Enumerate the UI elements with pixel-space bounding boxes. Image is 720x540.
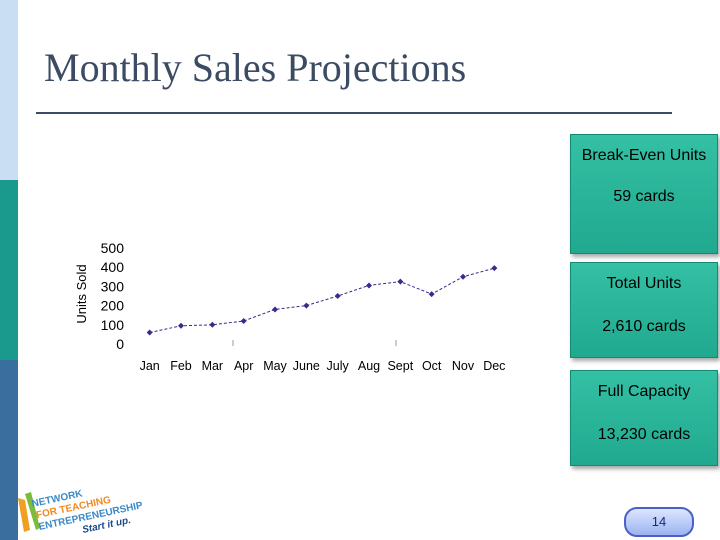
x-tick-label: May — [263, 359, 287, 373]
logo-swoosh-icon — [18, 498, 30, 532]
y-tick-labels: 0 100 200 300 400 500 — [101, 240, 125, 352]
y-tick-label: 200 — [101, 298, 125, 314]
data-point-marker — [146, 329, 153, 336]
full-capacity-label: Full Capacity — [597, 383, 691, 400]
full-capacity-value: 13,230 cards — [597, 426, 691, 443]
data-point-marker — [240, 317, 247, 324]
data-point-marker — [178, 322, 184, 329]
x-tick-label: Nov — [452, 359, 475, 373]
data-point-marker — [334, 293, 341, 299]
y-tick-label: 100 — [101, 317, 125, 333]
x-tick-label: Aug — [358, 359, 380, 373]
series-line — [149, 267, 495, 333]
side-bar-bottom — [0, 360, 18, 540]
x-tick-label: Jan — [140, 359, 160, 373]
x-tick-label: Apr — [234, 359, 253, 373]
x-tick-label: July — [327, 359, 350, 373]
series-markers — [146, 265, 498, 336]
side-bar-middle — [0, 180, 18, 360]
x-tick-label: Dec — [483, 359, 505, 373]
data-point-marker — [428, 291, 435, 298]
x-tick-labels: Jan Feb Mar Apr May June July Aug Sept Oct Nov Dec — [140, 359, 506, 373]
data-point-marker — [491, 265, 498, 272]
break-even-label: Break-Even Units — [581, 147, 707, 164]
data-point-marker — [460, 273, 466, 280]
sales-line-chart: Units Sold 0 100 200 300 400 500 Jan Feb Mar Apr… — [74, 240, 506, 373]
y-tick-label: 0 — [116, 336, 124, 352]
x-tick-label: Feb — [170, 359, 192, 373]
y-tick-label: 400 — [101, 259, 125, 275]
x-tick-label: June — [293, 359, 320, 373]
y-axis-label: Units Sold — [74, 264, 89, 323]
data-point-marker — [303, 302, 310, 309]
total-units-label: Total Units — [606, 275, 682, 292]
full-capacity-box: Full Capacity 13,230 cards — [570, 370, 718, 466]
title-underline — [36, 112, 672, 114]
side-bar-top — [0, 0, 18, 180]
total-units-box: Total Units 2,610 cards — [570, 262, 718, 358]
slide-title: Monthly Sales Projections — [44, 45, 467, 90]
total-units-value: 2,610 cards — [602, 318, 686, 335]
break-even-value: 59 cards — [613, 188, 675, 205]
nfte-logo: NETWORK FOR TEACHING ENTREPRENEURSHIP St… — [18, 488, 144, 536]
x-tick-label: Mar — [202, 359, 224, 373]
data-point-marker — [366, 282, 372, 289]
y-tick-label: 500 — [101, 240, 125, 256]
data-point-marker — [397, 278, 404, 285]
page-number-badge: 14 — [624, 507, 694, 537]
data-point-marker — [272, 306, 278, 313]
y-tick-label: 300 — [101, 278, 125, 294]
data-point-marker — [209, 321, 216, 328]
x-tick-label: Sept — [387, 359, 413, 373]
break-even-box: Break-Even Units 59 cards — [570, 134, 718, 254]
x-tick-label: Oct — [422, 359, 442, 373]
